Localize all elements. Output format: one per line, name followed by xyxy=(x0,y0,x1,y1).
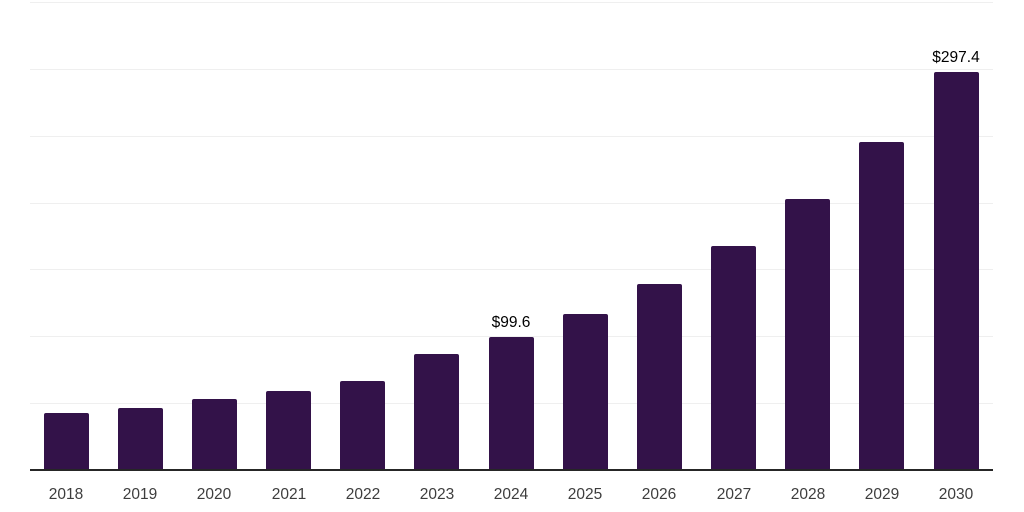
bar-2021 xyxy=(266,391,311,470)
x-axis-line xyxy=(30,469,993,471)
bar-2029 xyxy=(859,142,904,470)
x-tick-label-2024: 2024 xyxy=(493,486,529,503)
gridline-150 xyxy=(30,269,993,270)
bar-2027 xyxy=(711,246,756,470)
x-tick-label-2018: 2018 xyxy=(48,486,84,503)
x-tick-label-2021: 2021 xyxy=(271,486,307,503)
bar-2024 xyxy=(489,337,534,470)
bar-2025 xyxy=(563,314,608,470)
bar-2023 xyxy=(414,354,459,470)
gridline-100 xyxy=(30,336,993,337)
x-tick-label-2027: 2027 xyxy=(716,486,752,503)
x-tick-label-2025: 2025 xyxy=(567,486,603,503)
bar-2030 xyxy=(934,72,979,470)
gridline-200 xyxy=(30,203,993,204)
bar-value-label-2030: $297.4 xyxy=(932,49,980,66)
bar-2018 xyxy=(44,413,89,470)
x-tick-label-2028: 2028 xyxy=(790,486,826,503)
x-tick-label-2030: 2030 xyxy=(938,486,974,503)
bar-2020 xyxy=(192,399,237,470)
bar-2026 xyxy=(637,284,682,470)
bar-value-label-2024: $99.6 xyxy=(491,314,531,331)
x-tick-label-2022: 2022 xyxy=(345,486,381,503)
bar-2028 xyxy=(785,199,830,470)
x-tick-label-2029: 2029 xyxy=(864,486,900,503)
bar-2019 xyxy=(118,408,163,470)
gridline-350 xyxy=(30,2,993,3)
x-tick-label-2019: 2019 xyxy=(122,486,158,503)
x-tick-label-2020: 2020 xyxy=(196,486,232,503)
x-tick-label-2023: 2023 xyxy=(419,486,455,503)
gridline-300 xyxy=(30,69,993,70)
x-tick-label-2026: 2026 xyxy=(641,486,677,503)
bar-2022 xyxy=(340,381,385,470)
gridline-250 xyxy=(30,136,993,137)
